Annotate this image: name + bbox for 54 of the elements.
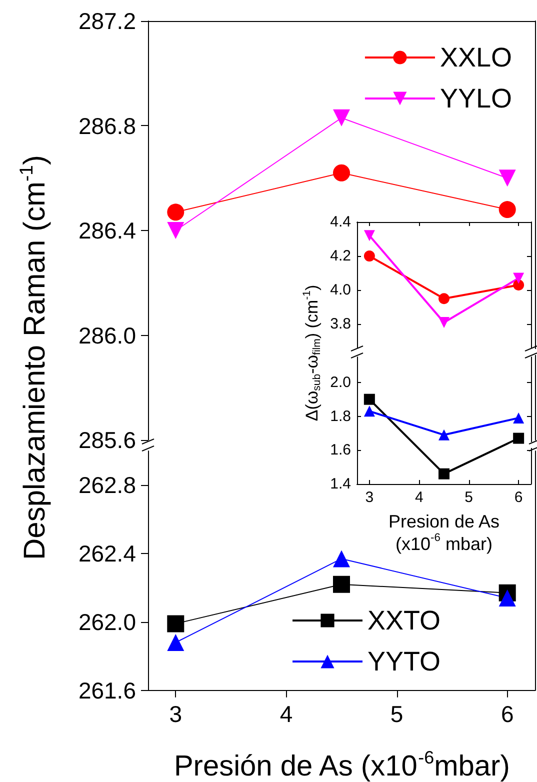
point — [513, 280, 524, 290]
point — [498, 590, 516, 607]
x-tick-label: 6 — [500, 700, 514, 727]
y-tick-label: 2.0 — [330, 374, 351, 391]
y-tick-label: 4.4 — [330, 214, 351, 230]
x-tick-label: 3 — [169, 700, 182, 727]
y-tick-label: 4.2 — [330, 248, 351, 265]
point — [438, 468, 450, 480]
point — [364, 250, 375, 262]
y-tick-label: 3.8 — [330, 316, 351, 333]
point — [167, 222, 184, 239]
y-axis-title: Desplazamiento Raman (cm-1) — [15, 155, 52, 560]
y-tick-label: 286.4 — [78, 218, 136, 244]
point — [438, 316, 450, 328]
point — [364, 230, 375, 242]
y-tick-label: 1.4 — [330, 476, 351, 492]
y-tick-label: 262.4 — [78, 540, 136, 567]
point — [167, 204, 184, 221]
point — [364, 394, 375, 405]
x-tick-label: 6 — [514, 489, 523, 506]
point — [333, 164, 350, 182]
y-tick-label: 286.0 — [78, 322, 136, 348]
point — [364, 406, 375, 417]
y-tick-label: 285.6 — [78, 427, 136, 453]
point — [438, 293, 450, 304]
point — [333, 109, 350, 126]
y-axis-title: Δ(ωsub-ωfilm) (cm-1) — [300, 284, 324, 422]
y-tick-label: 287.2 — [78, 8, 136, 34]
x-tick-label: 3 — [365, 489, 374, 506]
legend-label: XXLO — [440, 42, 512, 72]
point — [498, 201, 516, 218]
y-tick-label: 286.8 — [78, 112, 136, 139]
point — [438, 429, 450, 440]
y-tick-label: 262.8 — [78, 472, 136, 498]
y-tick-label: 261.6 — [78, 677, 136, 704]
y-tick-label: 1.6 — [330, 442, 351, 459]
y-tick-label: 4.0 — [330, 282, 351, 299]
point — [513, 412, 524, 424]
y-tick-label: 1.8 — [330, 408, 351, 425]
x-tick-label: 5 — [464, 489, 474, 506]
legend-label: YYLO — [440, 84, 512, 114]
x-tick-label: 4 — [414, 489, 424, 506]
point — [513, 432, 524, 444]
point — [333, 550, 350, 568]
legend-label: YYTO — [368, 646, 441, 676]
point — [333, 576, 350, 593]
y-tick-label: 262.0 — [78, 608, 136, 635]
point — [167, 615, 184, 632]
x-tick-label: 5 — [390, 700, 404, 727]
point — [513, 272, 524, 284]
legend-label: XXTO — [368, 606, 441, 636]
point — [167, 634, 184, 651]
x-tick-label: 4 — [280, 700, 293, 727]
point — [498, 170, 516, 187]
